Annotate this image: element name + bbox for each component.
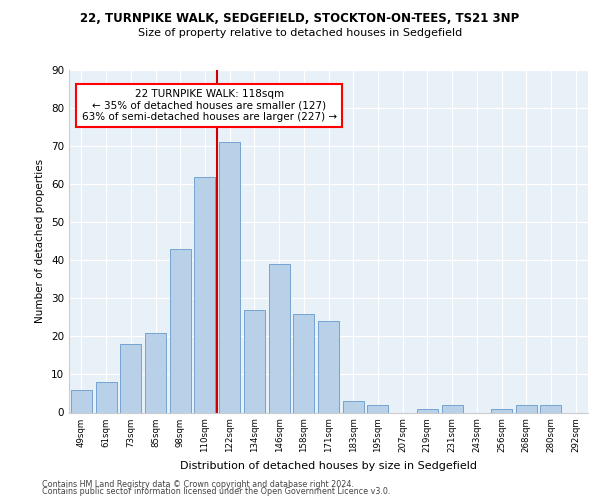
Text: Contains HM Land Registry data © Crown copyright and database right 2024.: Contains HM Land Registry data © Crown c… [42, 480, 354, 489]
Bar [71, 390, 92, 412]
Bar [417, 408, 438, 412]
Bar [318, 321, 339, 412]
Bar [442, 405, 463, 412]
Bar [120, 344, 141, 412]
Bar [367, 405, 388, 412]
Bar [145, 332, 166, 412]
Bar [343, 401, 364, 412]
Bar [516, 405, 537, 412]
Text: 22, TURNPIKE WALK, SEDGEFIELD, STOCKTON-ON-TEES, TS21 3NP: 22, TURNPIKE WALK, SEDGEFIELD, STOCKTON-… [80, 12, 520, 26]
Text: Contains public sector information licensed under the Open Government Licence v3: Contains public sector information licen… [42, 488, 391, 496]
Y-axis label: Number of detached properties: Number of detached properties [35, 159, 46, 324]
Bar [219, 142, 240, 412]
Bar [244, 310, 265, 412]
Text: 22 TURNPIKE WALK: 118sqm
← 35% of detached houses are smaller (127)
63% of semi-: 22 TURNPIKE WALK: 118sqm ← 35% of detach… [82, 89, 337, 122]
Text: Size of property relative to detached houses in Sedgefield: Size of property relative to detached ho… [138, 28, 462, 38]
Bar [194, 176, 215, 412]
X-axis label: Distribution of detached houses by size in Sedgefield: Distribution of detached houses by size … [180, 460, 477, 470]
Bar [170, 249, 191, 412]
Bar [95, 382, 116, 412]
Bar [491, 408, 512, 412]
Bar [269, 264, 290, 412]
Bar [541, 405, 562, 412]
Bar [293, 314, 314, 412]
